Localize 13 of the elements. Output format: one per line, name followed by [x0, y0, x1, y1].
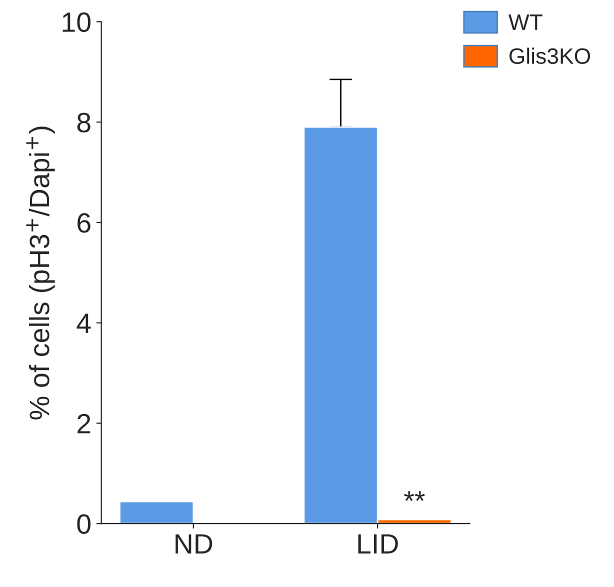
x-tick-label: ND	[176, 534, 212, 554]
y-tick-label: 4	[76, 314, 91, 333]
y-tick-label: 6	[78, 213, 90, 233]
y-tick-label: 8	[77, 112, 90, 132]
x-tick-label: LID	[358, 534, 398, 554]
y-tick-label: 10	[62, 12, 91, 32]
legend-label: WT	[508, 14, 542, 30]
y-tick-label: 0	[77, 514, 91, 534]
y-tick-label: 2	[78, 414, 90, 434]
legend-label: Glis3KO	[509, 48, 590, 64]
bar	[119, 500, 194, 524]
annotation: **	[404, 491, 425, 501]
y-axis-title: % of cells (pH3$^{+}$/Dapi$^{+}$)	[26, 126, 55, 420]
